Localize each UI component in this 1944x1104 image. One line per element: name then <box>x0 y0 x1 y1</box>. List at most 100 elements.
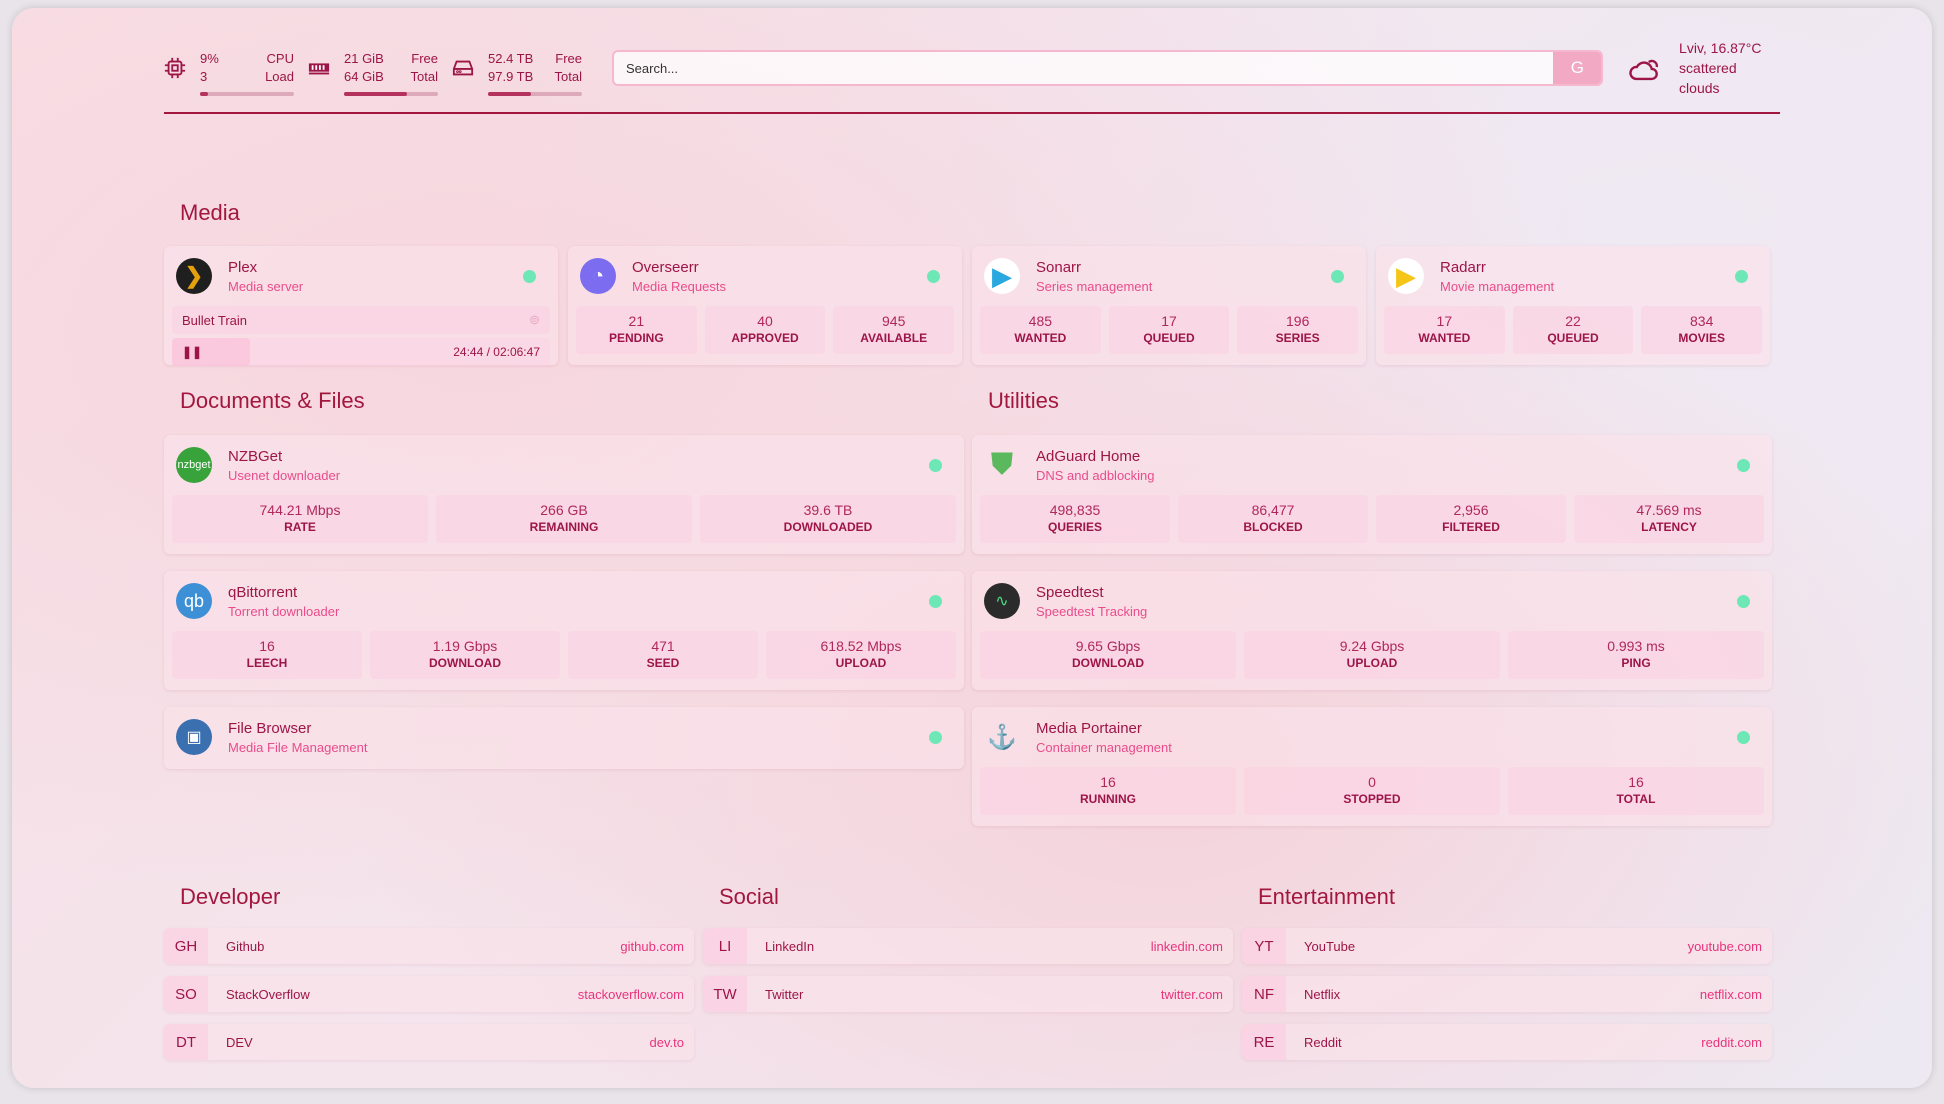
total-label: Total <box>410 69 438 84</box>
qbittorrent-card[interactable]: qb qBittorrent Torrent downloader 16 LEECH 1.… <box>164 571 964 690</box>
service-name: Media Portainer <box>1036 720 1142 737</box>
stat-block: 471 SEED <box>568 631 758 679</box>
section-title-social: Social <box>719 884 779 909</box>
service-name: Speedtest <box>1036 584 1104 601</box>
bookmark-url[interactable]: reddit.com <box>1701 1034 1762 1050</box>
service-name: AdGuard Home <box>1036 448 1141 465</box>
bookmark-url[interactable]: youtube.com <box>1687 938 1762 954</box>
status-indicator <box>523 270 536 283</box>
speedtest-icon: ∿ <box>984 583 1020 619</box>
bookmark-url[interactable]: netflix.com <box>1699 986 1762 1002</box>
stat-label: LATENCY <box>1641 520 1697 534</box>
status-indicator <box>1737 731 1750 744</box>
bookmark-url[interactable]: stackoverflow.com <box>577 986 684 1002</box>
bookmark-name: YouTube <box>1304 938 1356 954</box>
stat-value: 471 <box>651 638 675 654</box>
bookmark-dev[interactable]: DT DEV dev.to <box>164 1024 694 1060</box>
stat-label: APPROVED <box>731 331 799 345</box>
stat-label: QUERIES <box>1047 520 1102 534</box>
bookmark-linkedin[interactable]: LI LinkedIn linkedin.com <box>703 928 1233 964</box>
status-indicator <box>927 270 940 283</box>
stat-value: 485 <box>1028 313 1053 329</box>
free-label: Free <box>411 51 438 66</box>
cloud-icon <box>1629 59 1659 81</box>
search-input[interactable] <box>614 60 1554 76</box>
stream-info-icon[interactable]: ⊚ <box>529 312 540 327</box>
bookmark-abbr: RE <box>1242 1024 1286 1060</box>
dashboard-window: 9% CPU 3 Load 21 GiB Free 64 GiB Total 52.4 TB… <box>12 8 1932 1088</box>
bookmark-reddit[interactable]: RE Reddit reddit.com <box>1242 1024 1772 1060</box>
bookmark-stackoverflow[interactable]: SO StackOverflow stackoverflow.com <box>164 976 694 1012</box>
google-search-button[interactable]: G <box>1553 52 1602 84</box>
stat-label: DOWNLOAD <box>429 656 501 670</box>
stat-value: 9.65 Gbps <box>1075 638 1141 654</box>
adguard-home-card[interactable]: ⛊ AdGuard Home DNS and adblocking 498,835 QU… <box>972 435 1772 554</box>
bookmark-abbr: GH <box>164 928 208 964</box>
bookmark-name: LinkedIn <box>765 938 815 954</box>
stat-block: 196 SERIES <box>1237 306 1359 354</box>
overseerr-card[interactable]: ◔ Overseerr Media Requests 21 PENDING 40 APPRO… <box>568 246 962 365</box>
cpu-widget: 9% CPU 3 Load <box>164 50 294 96</box>
status-indicator <box>929 595 942 608</box>
file-browser-card[interactable]: ▣ File Browser Media File Management <box>164 707 964 769</box>
status-indicator <box>1331 270 1344 283</box>
stat-block: 21 PENDING <box>576 306 697 354</box>
bookmark-abbr: TW <box>703 976 747 1012</box>
stats-row: 744.21 Mbps RATE 266 GB REMAINING 39.6 TB DOW… <box>164 495 964 543</box>
bookmark-url[interactable]: linkedin.com <box>1150 938 1223 954</box>
stat-value: 498,835 <box>1049 502 1101 518</box>
stat-value: 0 <box>1368 774 1376 790</box>
stat-value: 618.52 Mbps <box>820 638 902 654</box>
bookmark-url[interactable]: dev.to <box>649 1034 684 1050</box>
stats-row: 485 WANTED 17 QUEUED 196 SERIES <box>972 306 1366 354</box>
service-description: Movie management <box>1440 279 1555 294</box>
stat-value: 9.24 Gbps <box>1339 638 1405 654</box>
disk-free: 52.4 TB <box>488 51 534 66</box>
weather-widget: Lviv, 16.87°C scattered clouds <box>1627 38 1780 98</box>
stat-value: 17 <box>1161 313 1177 329</box>
plex-card[interactable]: ❯ Plex Media server Bullet Train ⊚ ❚❚ 24:44 / … <box>164 246 558 366</box>
playback-time: 24:44 / 02:06:47 <box>453 345 540 359</box>
bookmark-github[interactable]: GH Github github.com <box>164 928 694 964</box>
radarr-card[interactable]: ▶ Radarr Movie management 17 WANTED 22 QUEUED 8… <box>1376 246 1770 365</box>
stat-block: 22 QUEUED <box>1512 306 1634 354</box>
memory-icon <box>308 63 330 75</box>
bookmark-url[interactable]: twitter.com <box>1160 986 1223 1002</box>
sonarr-icon: ▶ <box>984 258 1020 294</box>
stat-label: SEED <box>646 656 680 670</box>
status-indicator <box>1737 595 1750 608</box>
stats-row: 17 WANTED 22 QUEUED 834 MOVIES <box>1376 306 1770 354</box>
media-portainer-card[interactable]: ⚓ Media Portainer Container management 16 RU… <box>972 707 1772 826</box>
bookmark-youtube[interactable]: YT YouTube youtube.com <box>1242 928 1772 964</box>
memory-bar <box>344 92 438 96</box>
cpu-bar <box>200 92 294 96</box>
service-name: File Browser <box>228 720 312 737</box>
cpu-value: 9% <box>200 51 219 66</box>
pause-button[interactable]: ❚❚ <box>172 338 250 366</box>
memory-widget: 21 GiB Free 64 GiB Total <box>308 50 438 96</box>
stat-value: 16 <box>1628 774 1644 790</box>
bookmark-url[interactable]: github.com <box>620 938 684 954</box>
stat-value: 21 <box>628 313 645 329</box>
stat-value: 39.6 TB <box>803 502 853 518</box>
section-title-developer: Developer <box>180 884 281 909</box>
section-title-media: Media <box>180 200 240 225</box>
section-title-utilities: Utilities <box>988 388 1059 413</box>
stat-block: 485 WANTED <box>980 306 1101 354</box>
bookmark-abbr: NF <box>1242 976 1286 1012</box>
stat-label: FILTERED <box>1442 520 1500 534</box>
service-name: Sonarr <box>1036 259 1082 276</box>
stat-label: PENDING <box>608 331 664 345</box>
status-indicator <box>1737 459 1750 472</box>
sonarr-card[interactable]: ▶ Sonarr Series management 485 WANTED 17 QUEUE… <box>972 246 1366 365</box>
speedtest-card[interactable]: ∿ Speedtest Speedtest Tracking 9.65 Gbps DOW… <box>972 571 1772 690</box>
bookmark-netflix[interactable]: NF Netflix netflix.com <box>1242 976 1772 1012</box>
stat-value: 266 GB <box>540 502 588 518</box>
now-playing: Bullet Train ⊚ <box>172 306 550 334</box>
nzbget-card[interactable]: nzbget NZBGet Usenet downloader 744.21 Mbps… <box>164 435 964 554</box>
bookmark-twitter[interactable]: TW Twitter twitter.com <box>703 976 1233 1012</box>
stat-block: 1.19 Gbps DOWNLOAD <box>370 631 560 679</box>
cpu-load: 3 <box>200 69 208 84</box>
stat-block: 0.993 ms PING <box>1508 631 1764 679</box>
stats-row: 21 PENDING 40 APPROVED 945 AVAILABLE <box>568 306 962 354</box>
